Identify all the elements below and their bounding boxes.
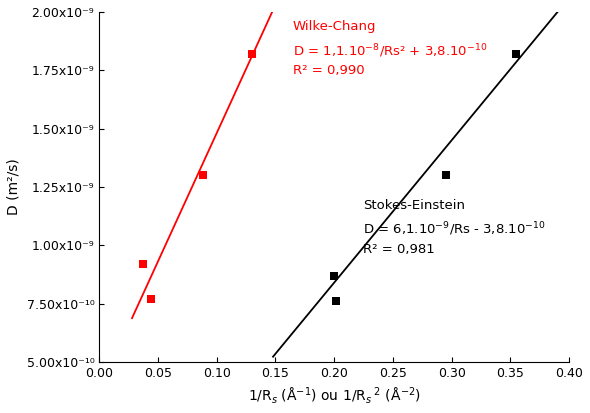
Text: Wilke-Chang: Wilke-Chang (293, 20, 376, 33)
Text: Stokes-Einstein: Stokes-Einstein (363, 199, 466, 211)
Y-axis label: D (m²/s): D (m²/s) (7, 159, 21, 215)
Text: R² = 0,990: R² = 0,990 (293, 64, 365, 78)
Text: D = 1,1.10$^{-8}$/Rs² + 3,8.10$^{-10}$: D = 1,1.10$^{-8}$/Rs² + 3,8.10$^{-10}$ (293, 42, 487, 60)
Text: R² = 0,981: R² = 0,981 (363, 243, 435, 256)
Text: D = 6,1.10$^{-9}$/Rs - 3,8.10$^{-10}$: D = 6,1.10$^{-9}$/Rs - 3,8.10$^{-10}$ (363, 221, 546, 238)
X-axis label: 1/R$_{s}$ (Å$^{-1}$) ou 1/R$_{s}$$^{\ 2}$ (Å$^{-2}$): 1/R$_{s}$ (Å$^{-1}$) ou 1/R$_{s}$$^{\ 2}… (248, 385, 421, 406)
